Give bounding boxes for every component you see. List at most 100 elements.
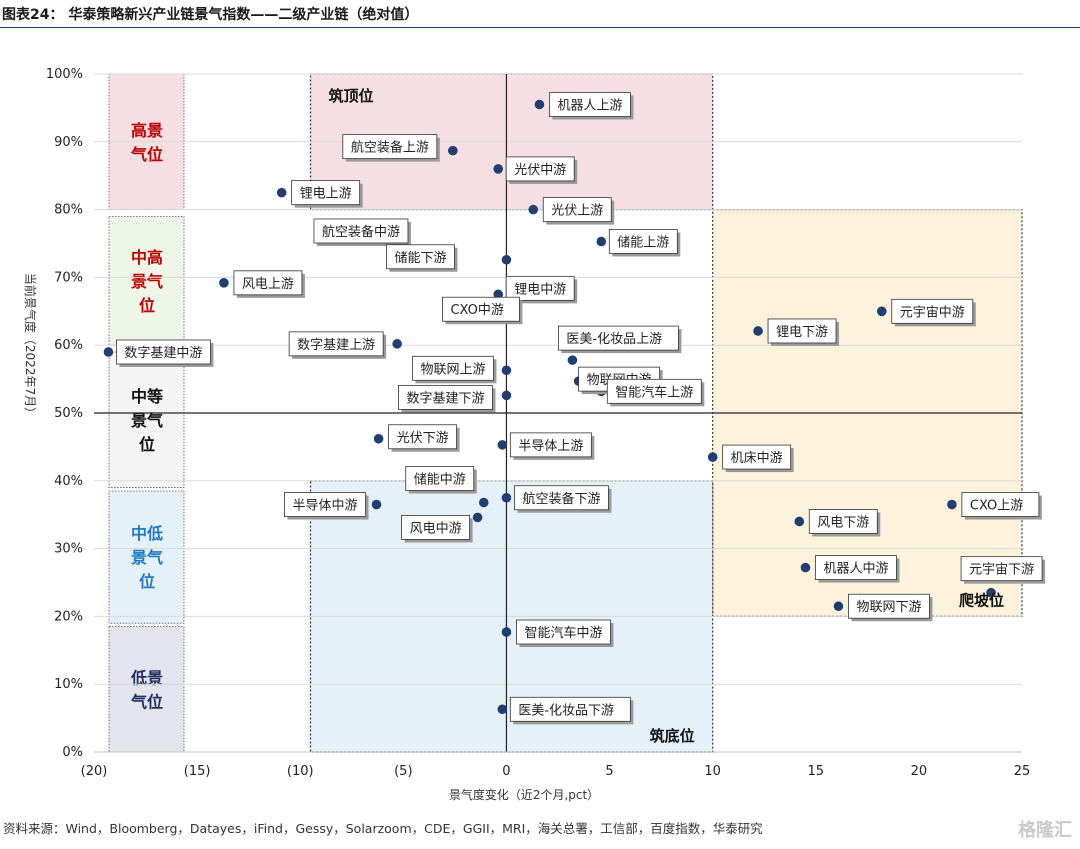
label-box xyxy=(549,92,631,117)
data-point xyxy=(876,306,887,317)
y-tick-label: 80% xyxy=(54,203,83,218)
level-label: 位 xyxy=(139,572,155,591)
data-points xyxy=(103,99,996,715)
label-box xyxy=(848,593,930,619)
x-tick-label: 5 xyxy=(605,764,613,779)
x-tick-label: 10 xyxy=(704,764,721,779)
x-tick-label: 0 xyxy=(502,764,510,779)
label-box xyxy=(509,696,631,722)
data-point xyxy=(528,204,539,215)
label-box xyxy=(401,515,470,540)
level-label: 高景 xyxy=(131,121,163,140)
point-label: 锂电上游 xyxy=(300,187,352,202)
y-tick-label: 30% xyxy=(54,542,83,557)
point-label: 储能下游 xyxy=(394,251,446,266)
point-label: 机床中游 xyxy=(731,451,783,466)
point-label: 元宇宙中游 xyxy=(900,305,965,320)
label-box xyxy=(608,229,678,254)
level-label: 景气 xyxy=(131,548,163,567)
data-point xyxy=(947,499,957,510)
label-box xyxy=(313,218,409,244)
data-point xyxy=(501,365,512,376)
point-label: 医美-化妆品下游 xyxy=(518,703,614,718)
label-box xyxy=(233,270,303,296)
label-box xyxy=(891,298,974,324)
level-label: 中高 xyxy=(131,248,163,267)
data-point xyxy=(501,254,512,265)
level-band xyxy=(108,490,185,624)
level-label: 气位 xyxy=(130,692,163,711)
zone-label: 爬坡位 xyxy=(958,591,1004,609)
y-tick-label: 70% xyxy=(54,270,83,285)
label-box xyxy=(606,378,702,404)
point-label: 储能中游 xyxy=(414,472,466,487)
data-point xyxy=(753,326,763,336)
data-point xyxy=(478,497,489,508)
point-label: 智能汽车中游 xyxy=(524,625,602,641)
point-label: 数字基建下游 xyxy=(406,391,484,406)
point-label: 智能汽车上游 xyxy=(615,384,693,400)
y-axis-title: 当前景气度（2022年7月） xyxy=(23,273,38,419)
data-point xyxy=(219,278,229,288)
y-tick-label: 10% xyxy=(54,677,83,692)
label-box xyxy=(808,509,878,534)
label-box xyxy=(386,244,455,270)
label-box xyxy=(412,355,494,381)
data-point xyxy=(103,347,114,357)
zone-label: 筑顶位 xyxy=(328,87,374,105)
point-labels: 机器人上游航空装备上游光伏中游锂电上游光伏上游航空装备中游储能上游储能下游风电上… xyxy=(116,92,1046,725)
y-tick-label: 90% xyxy=(54,135,83,150)
label-box xyxy=(398,384,493,410)
point-label: 物联网下游 xyxy=(856,600,921,615)
data-point xyxy=(794,516,805,527)
label-box xyxy=(284,492,366,517)
x-tick-label: 15 xyxy=(808,764,825,779)
point-label: 元宇宙下游 xyxy=(969,563,1034,578)
point-label: 机器人中游 xyxy=(823,562,888,577)
figure-title: 图表24： 华泰策略新兴产业链景气指数——二级产业链（绝对值） xyxy=(2,7,419,23)
level-label: 中低 xyxy=(131,524,163,543)
data-point xyxy=(986,587,996,598)
label-box xyxy=(509,432,592,458)
x-tick-label: (20) xyxy=(81,764,108,779)
data-point xyxy=(501,627,512,637)
point-label: 医美-化妆品上游 xyxy=(566,332,662,347)
point-label: CXO中游 xyxy=(450,303,503,318)
point-label: 储能上游 xyxy=(617,235,669,250)
level-label: 低景 xyxy=(130,668,163,687)
label-box xyxy=(405,466,475,491)
label-box xyxy=(722,444,792,470)
label-box xyxy=(116,339,211,365)
label-box xyxy=(505,275,575,301)
point-label: 光伏上游 xyxy=(551,204,603,219)
point-label: 数字基建上游 xyxy=(297,338,375,353)
label-box xyxy=(767,318,837,344)
data-point xyxy=(493,289,503,300)
data-point xyxy=(497,704,508,715)
label-box xyxy=(505,156,575,182)
zone-label: 筑底位 xyxy=(649,727,695,745)
data-point xyxy=(497,440,508,450)
level-label: 中等 xyxy=(131,387,163,406)
level-label: 气位 xyxy=(130,145,163,164)
data-point xyxy=(534,99,545,110)
axes: 0% 10% 20% 30% 40% 50% 60% 70% 80% 90% 100% (20) (15… xyxy=(46,67,1030,779)
source-note: 资料来源：Wind，Bloomberg，Datayes，iFind，Gessy，… xyxy=(3,821,763,836)
x-tick-label: (15) xyxy=(184,764,211,779)
data-point xyxy=(567,355,578,365)
label-box xyxy=(514,485,609,511)
y-tick-label: 50% xyxy=(54,406,83,421)
label-box xyxy=(542,197,612,223)
data-point xyxy=(371,499,382,510)
data-point xyxy=(493,164,503,174)
level-label: 景气 xyxy=(131,411,163,430)
x-tick-label: (10) xyxy=(287,764,314,779)
point-label: 风电下游 xyxy=(817,515,869,530)
point-label: 航空装备中游 xyxy=(322,224,400,240)
point-label: 半导体中游 xyxy=(293,499,358,514)
data-point xyxy=(276,187,287,198)
watermark: 格隆汇 xyxy=(1018,820,1072,841)
data-point xyxy=(501,390,512,401)
level-label: 位 xyxy=(139,435,155,454)
